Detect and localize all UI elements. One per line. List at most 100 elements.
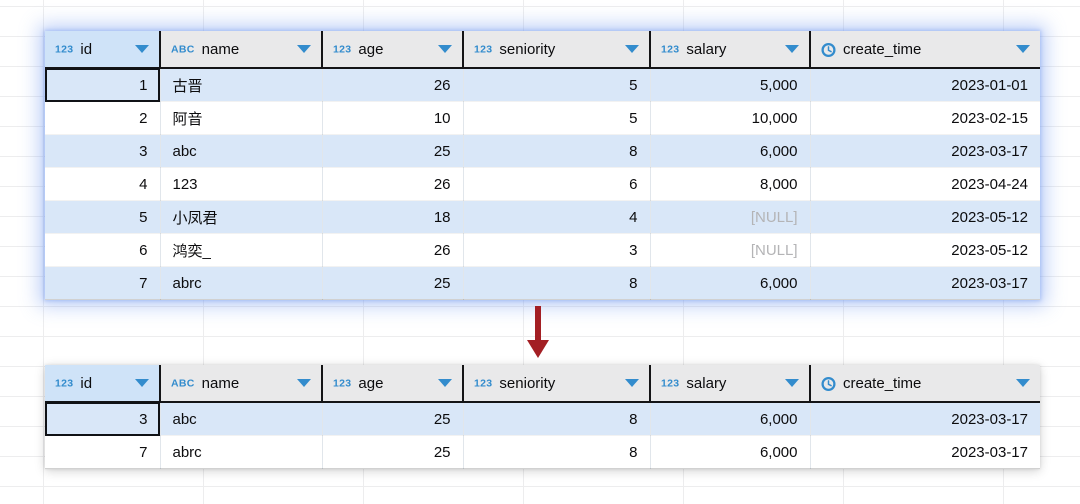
- cell-salary[interactable]: 8,000: [650, 167, 811, 201]
- cell-create_time[interactable]: 2023-03-17: [810, 134, 1040, 168]
- cell-seniority[interactable]: 3: [463, 233, 651, 267]
- cell-age[interactable]: 26: [322, 167, 464, 201]
- column-header-salary[interactable]: 123 salary: [650, 365, 811, 403]
- cell-id[interactable]: 6: [45, 233, 161, 267]
- column-header-create_time[interactable]: create_time: [810, 31, 1040, 69]
- cell-seniority[interactable]: 5: [463, 101, 651, 135]
- filter-dropdown-icon[interactable]: [1016, 379, 1030, 387]
- cell-id[interactable]: 3: [45, 134, 161, 168]
- cell-salary[interactable]: 6,000: [650, 134, 811, 168]
- filter-dropdown-icon[interactable]: [1016, 45, 1030, 53]
- column-header-seniority[interactable]: 123 seniority: [463, 31, 651, 69]
- cell-seniority[interactable]: 8: [463, 435, 651, 469]
- cell-salary[interactable]: 6,000: [650, 266, 811, 300]
- down-arrow-icon: [526, 306, 550, 358]
- filter-dropdown-icon[interactable]: [785, 45, 799, 53]
- filter-dropdown-icon[interactable]: [438, 379, 452, 387]
- cell-salary[interactable]: 6,000: [650, 435, 811, 469]
- cell-salary[interactable]: [NULL]: [650, 233, 811, 267]
- column-header-name[interactable]: ABC name: [160, 365, 323, 403]
- column-label: salary: [686, 374, 727, 392]
- cell-create_time[interactable]: 2023-03-17: [810, 435, 1040, 469]
- cell-salary[interactable]: 10,000: [650, 101, 811, 135]
- column-header-age[interactable]: 123 age: [322, 31, 464, 69]
- cell-id[interactable]: 5: [45, 200, 161, 234]
- column-header-content: 123 seniority: [474, 41, 641, 58]
- numeric-type-icon: 123: [474, 377, 493, 390]
- column-label: seniority: [499, 374, 556, 392]
- column-header-seniority[interactable]: 123 seniority: [463, 365, 651, 403]
- cell-age[interactable]: 26: [322, 233, 464, 267]
- column-label: name: [201, 374, 240, 392]
- cell-salary[interactable]: [NULL]: [650, 200, 811, 234]
- column-label: create_time: [843, 374, 922, 392]
- column-label: name: [201, 40, 240, 58]
- cell-create_time[interactable]: 2023-05-12: [810, 233, 1040, 267]
- data-table-original: 123 id ABC name 123 age 123 seniority 123 salary c…: [45, 31, 1040, 300]
- cell-name[interactable]: 阿音: [160, 101, 323, 135]
- cell-age[interactable]: 25: [322, 266, 464, 300]
- column-label: create_time: [843, 40, 922, 58]
- cell-seniority[interactable]: 8: [463, 402, 651, 436]
- cell-create_time[interactable]: 2023-01-01: [810, 68, 1040, 102]
- filter-dropdown-icon[interactable]: [438, 45, 452, 53]
- column-label: seniority: [499, 40, 556, 58]
- cell-id[interactable]: 1: [45, 68, 161, 102]
- cell-seniority[interactable]: 5: [463, 68, 651, 102]
- text-type-icon: ABC: [171, 43, 195, 56]
- column-header-create_time[interactable]: create_time: [810, 365, 1040, 403]
- filter-dropdown-icon[interactable]: [135, 379, 149, 387]
- cell-create_time[interactable]: 2023-05-12: [810, 200, 1040, 234]
- original-data-grid: 123 id ABC name 123 age 123 seniority 123 salary c…: [45, 31, 1040, 300]
- cell-name[interactable]: abrc: [160, 435, 323, 469]
- cell-name[interactable]: 古晋: [160, 68, 323, 102]
- cell-salary[interactable]: 6,000: [650, 402, 811, 436]
- cell-create_time[interactable]: 2023-03-17: [810, 266, 1040, 300]
- cell-seniority[interactable]: 6: [463, 167, 651, 201]
- numeric-type-icon: 123: [661, 43, 680, 56]
- column-header-name[interactable]: ABC name: [160, 31, 323, 69]
- cell-id[interactable]: 2: [45, 101, 161, 135]
- cell-seniority[interactable]: 8: [463, 266, 651, 300]
- cell-age[interactable]: 10: [322, 101, 464, 135]
- table-row: 3 abc 25 8 6,000 2023-03-17: [45, 402, 1040, 436]
- cell-name[interactable]: abc: [160, 402, 323, 436]
- cell-name[interactable]: 123: [160, 167, 323, 201]
- cell-seniority[interactable]: 8: [463, 134, 651, 168]
- cell-salary[interactable]: 5,000: [650, 68, 811, 102]
- column-header-age[interactable]: 123 age: [322, 365, 464, 403]
- cell-id[interactable]: 7: [45, 266, 161, 300]
- column-header-id[interactable]: 123 id: [45, 31, 161, 69]
- cell-age[interactable]: 25: [322, 134, 464, 168]
- table-row: 6 鸿奕_ 26 3 [NULL] 2023-05-12: [45, 233, 1040, 267]
- column-header-salary[interactable]: 123 salary: [650, 31, 811, 69]
- cell-seniority[interactable]: 4: [463, 200, 651, 234]
- filter-dropdown-icon[interactable]: [785, 379, 799, 387]
- cell-name[interactable]: 鸿奕_: [160, 233, 323, 267]
- column-header-id[interactable]: 123 id: [45, 365, 161, 403]
- cell-id[interactable]: 4: [45, 167, 161, 201]
- cell-create_time[interactable]: 2023-04-24: [810, 167, 1040, 201]
- cell-age[interactable]: 25: [322, 402, 464, 436]
- filter-dropdown-icon[interactable]: [625, 379, 639, 387]
- cell-create_time[interactable]: 2023-02-15: [810, 101, 1040, 135]
- column-label: age: [358, 40, 384, 58]
- filter-dropdown-icon[interactable]: [135, 45, 149, 53]
- cell-age[interactable]: 18: [322, 200, 464, 234]
- cell-age[interactable]: 25: [322, 435, 464, 469]
- cell-name[interactable]: 小凤君: [160, 200, 323, 234]
- filtered-data-grid: 123 id ABC name 123 age 123 seniority 123 salary c…: [45, 365, 1040, 469]
- cell-id[interactable]: 3: [45, 402, 161, 436]
- column-label: salary: [686, 40, 727, 58]
- column-header-content: 123 id: [55, 41, 151, 58]
- column-label: id: [80, 40, 93, 58]
- cell-name[interactable]: abc: [160, 134, 323, 168]
- filter-dropdown-icon[interactable]: [297, 45, 311, 53]
- cell-name[interactable]: abrc: [160, 266, 323, 300]
- cell-id[interactable]: 7: [45, 435, 161, 469]
- cell-age[interactable]: 26: [322, 68, 464, 102]
- cell-create_time[interactable]: 2023-03-17: [810, 402, 1040, 436]
- filter-dropdown-icon[interactable]: [297, 379, 311, 387]
- filter-dropdown-icon[interactable]: [625, 45, 639, 53]
